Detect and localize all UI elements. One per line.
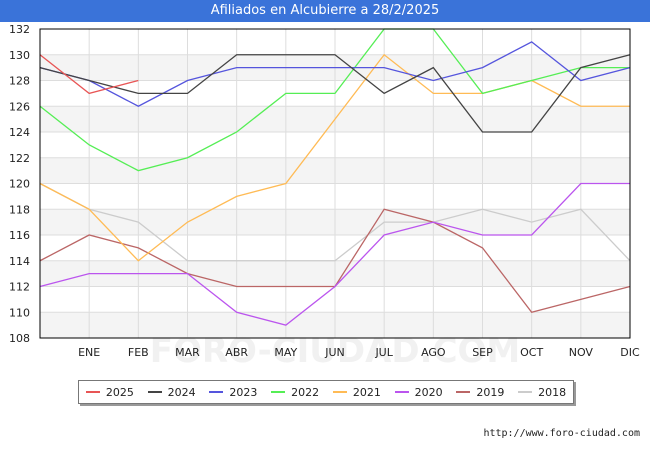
y-tick-label: 124: [9, 126, 30, 139]
y-tick-label: 110: [9, 306, 30, 319]
legend-label: 2021: [352, 385, 381, 399]
legend-item-2019: 2019: [456, 386, 504, 399]
legend-item-2024: 2024: [147, 385, 196, 399]
legend-item-2020: 2020: [394, 385, 443, 399]
legend-swatch: [518, 391, 533, 393]
legend-label: 2022: [291, 385, 320, 399]
y-tick-label: 132: [9, 23, 30, 36]
legend: 2025 2024 2023 2022 2021 2020 2019 2018: [78, 380, 574, 404]
y-tick-label: 112: [9, 281, 30, 294]
legend-item-2021: 2021: [332, 385, 381, 399]
legend-item-2025: 2025: [85, 385, 134, 399]
chart-title: Afiliados en Alcubierre a 28/2/2025: [0, 0, 650, 22]
series-lines: [39, 28, 631, 326]
legend-label: 2025: [105, 385, 134, 399]
series-line-2022: [39, 28, 630, 172]
legend-swatch: [271, 391, 286, 393]
legend-item-2018: 2018: [518, 386, 566, 399]
y-tick-label: 114: [9, 255, 30, 268]
series-line-2018: [39, 182, 631, 262]
x-tick-label: JUL: [374, 346, 393, 359]
series-line-2025: [39, 54, 139, 95]
line-chart: FORO-CIUDAD.COM 108110112114116118120122…: [9, 23, 640, 371]
legend-swatch: [394, 391, 409, 393]
y-tick-label: 128: [9, 75, 30, 88]
x-tick-label: MAY: [274, 346, 297, 359]
legend-swatch: [456, 391, 471, 393]
x-tick-label: FEB: [128, 346, 149, 359]
y-tick-label: 120: [9, 178, 30, 191]
legend-swatch: [209, 391, 224, 393]
x-tick-label: MAR: [175, 346, 200, 359]
legend-label: 2018: [538, 385, 567, 399]
y-tick-label: 116: [9, 229, 30, 242]
y-axis-ticks: 108 110 112 114 116 118 120 122 124 126 128 130 132: [9, 23, 30, 345]
legend-label: 2024: [167, 385, 196, 399]
y-tick-label: 118: [9, 203, 30, 216]
series-line-2020: [39, 182, 630, 326]
legend-swatch: [85, 391, 100, 393]
x-tick-label: JUN: [324, 346, 345, 359]
x-tick-label: OCT: [520, 346, 543, 359]
series-line-2024: [39, 54, 631, 133]
legend-label: 2023: [229, 385, 258, 399]
series-line-2023: [39, 41, 631, 107]
x-tick-label: ENE: [78, 346, 100, 359]
x-tick-label: DIC: [620, 346, 640, 359]
legend-item-2023: 2023: [209, 386, 257, 399]
source-url: http://www.foro-ciudad.com: [483, 428, 640, 439]
x-tick-label: NOV: [569, 346, 594, 359]
x-tick-label: SEP: [472, 346, 493, 359]
x-tick-label: AGO: [421, 346, 446, 359]
y-tick-label: 126: [9, 100, 30, 113]
legend-swatch: [147, 391, 162, 393]
legend-label: 2019: [476, 385, 505, 399]
x-tick-label: ABR: [225, 346, 248, 359]
y-tick-label: 122: [9, 152, 30, 165]
legend-item-2022: 2022: [271, 386, 319, 399]
x-axis-ticks: ENE FEB MAR ABR MAY JUN JUL AGO SEP OCT NOV DIC: [78, 346, 640, 359]
legend-swatch: [332, 391, 347, 393]
y-tick-label: 108: [9, 332, 30, 345]
legend-label: 2020: [414, 385, 443, 399]
y-tick-label: 130: [9, 49, 30, 62]
plot-frame: [39, 28, 631, 339]
